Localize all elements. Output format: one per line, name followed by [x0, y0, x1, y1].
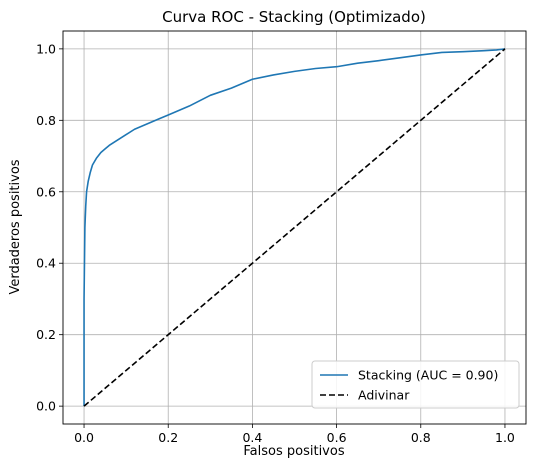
axis-ticks: 0.0 0.2 0.4 0.6 0.8 1.0 0.0 0.2 0.4 0.6 0.8 1.0 [36, 41, 515, 445]
legend: Stacking (AUC = 0.90) Adivinar [311, 360, 520, 409]
plot-series [83, 48, 506, 407]
x-tick-label: 0.4 [242, 430, 262, 445]
legend-label-adivinar: Adivinar [358, 388, 410, 403]
y-tick-label: 0.0 [36, 399, 56, 414]
chart-title: Curva ROC - Stacking (Optimizado) [162, 8, 426, 26]
y-tick-label: 0.4 [36, 256, 56, 271]
adivinar-diagonal-line [83, 48, 506, 407]
x-tick-label: 0.0 [74, 430, 94, 445]
x-tick-label: 0.2 [158, 430, 178, 445]
x-tick-label: 0.6 [327, 430, 347, 445]
y-tick-label: 0.6 [36, 184, 56, 199]
y-tick-label: 1.0 [36, 41, 56, 56]
y-axis-label: Verdaderos positivos [8, 159, 23, 294]
legend-label-stacking: Stacking (AUC = 0.90) [358, 368, 498, 383]
stacking-roc-curve [83, 48, 506, 407]
y-tick-label: 0.2 [36, 327, 56, 342]
y-tick-label: 0.8 [36, 113, 56, 128]
legend-box [311, 360, 520, 409]
grid [63, 31, 526, 424]
x-tick-label: 0.8 [411, 430, 431, 445]
x-axis-label: Falsos positivos [243, 444, 344, 459]
x-tick-label: 1.0 [495, 430, 515, 445]
plot-frame [62, 30, 527, 425]
